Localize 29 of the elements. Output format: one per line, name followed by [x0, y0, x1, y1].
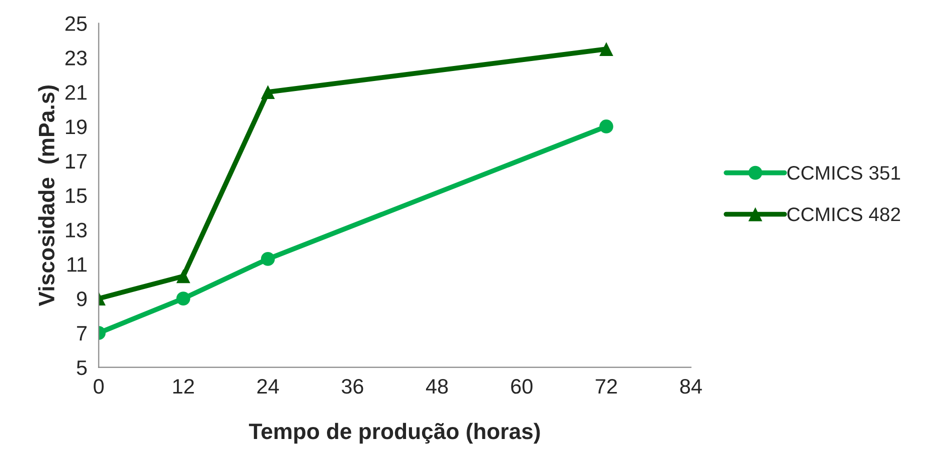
point	[260, 252, 275, 266]
legend-label: CCMICS 351	[787, 166, 900, 180]
x-tick-label: 48	[426, 379, 448, 394]
x-tick-label: 60	[511, 379, 532, 394]
x-tick-label: 84	[680, 379, 702, 394]
point	[599, 42, 614, 56]
point	[176, 292, 190, 306]
y-tick-label: 19	[66, 119, 87, 134]
y-tick-label: 7	[77, 326, 87, 340]
y-tick-label: 23	[65, 50, 87, 66]
x-axis-title: Tempo de produção (horas)	[248, 422, 540, 444]
y-tick-label: 21	[65, 85, 87, 100]
y-tick-label: 25	[65, 16, 87, 32]
x-tick-label: 24	[257, 379, 279, 394]
point	[176, 269, 190, 284]
x-tick-label: 36	[342, 379, 364, 394]
x-tick-label: 12	[173, 379, 194, 394]
x-tick-label: 72	[596, 379, 617, 394]
point	[599, 120, 614, 134]
y-axis-title: Viscosidade (mPa.s)	[38, 85, 59, 306]
x-tick-label: 0	[94, 379, 104, 394]
point	[260, 85, 275, 100]
y-tick-label: 5	[76, 360, 87, 376]
y-tick-label: 13	[66, 222, 87, 238]
y-tick-label: 17	[66, 154, 87, 168]
y-tick-label: 9	[76, 292, 87, 306]
legend-label: CCMICS 482	[787, 207, 900, 222]
y-tick-label: 11	[68, 257, 87, 272]
y-tick-label: 15	[66, 188, 87, 204]
